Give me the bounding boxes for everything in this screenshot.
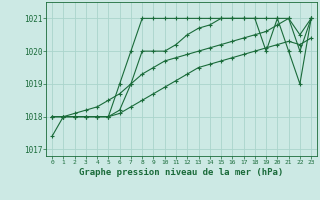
X-axis label: Graphe pression niveau de la mer (hPa): Graphe pression niveau de la mer (hPa): [79, 168, 284, 177]
